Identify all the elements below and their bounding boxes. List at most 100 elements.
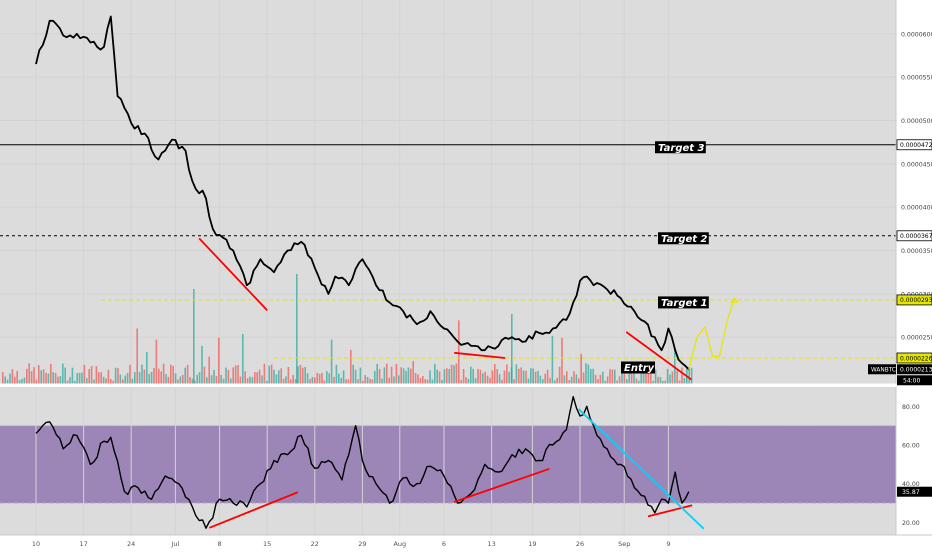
volume-bar [402,368,405,384]
volume-bar [659,377,662,384]
volume-bar [590,368,592,384]
volume-bar [378,369,381,384]
volume-bar [678,380,681,384]
time-axis-bg [0,535,932,550]
volume-bar [263,363,266,384]
volume-bar [251,377,254,384]
volume-bar [9,373,11,384]
volume-bar [544,373,546,384]
volume-bar [352,364,354,384]
volume-bar [323,380,326,384]
volume-bar [383,367,386,384]
volume-bar [266,380,268,384]
volume-bar [258,369,261,384]
volume-bar [273,369,275,384]
level-readout-bg [896,352,932,364]
volume-bar [93,379,95,384]
volume-bar [6,379,9,384]
volume-bar [592,368,594,384]
volume-bar [138,372,141,384]
volume-bar [563,375,566,384]
volume-bar [256,372,258,384]
volume-bar [198,372,201,384]
volume-bar [4,376,6,384]
volume-bar [642,364,645,384]
volume-bar [179,376,182,384]
rsi-axis[interactable]: 80.00 60.00 40.00 20.00 35.87 [895,387,932,535]
volume-bar [683,377,686,384]
volume-bar [554,380,556,384]
time-axis[interactable]: 10 17 24 Jul 8 15 22 29 Aug 6 13 19 26 Sep 9 [0,534,932,550]
volume-bar [172,366,174,384]
volume-bar [640,372,642,384]
time-tick-label: 17 [79,540,87,548]
volume-bar [386,363,388,384]
volume-bar [479,369,482,384]
volume-bar [494,363,496,384]
volume-bar [371,379,374,384]
volume-bar [38,365,40,384]
volume-bar [501,379,503,384]
rsi-tick-label: 80.00 [902,404,920,411]
volume-bar [23,377,26,384]
rsi-axis-bg [896,387,932,535]
level-readout-label: 0.0000472 [900,142,932,149]
volume-bar [426,379,429,384]
volume-bar [477,368,479,384]
volume-bar [275,374,278,384]
level-readout-bg [896,139,932,151]
volume-bar [623,365,626,384]
volume-bar [153,368,155,384]
volume-bar [534,371,537,384]
time-tick-label: 10 [32,540,40,548]
volume-bar [220,374,222,384]
time-tick-label: 24 [127,540,135,548]
volume-bar [83,364,86,384]
volume-bar [441,379,443,384]
volume-bar [419,378,422,384]
volume-bar [527,378,530,384]
volume-bar [292,375,294,384]
price-tick-label: 0.0000600 [901,31,932,38]
rsi-trendline [647,504,693,518]
volume-bar [136,328,138,384]
countdown-bg [897,375,932,386]
volume-bar [335,364,338,384]
level-readout-label: 0.0000367 [900,233,932,240]
volume-bar [304,366,306,384]
projection-path [688,298,735,370]
volume-bar [28,363,30,384]
volume-bar [587,364,590,384]
volume-bar [393,376,395,384]
rsi-grid [35,387,669,535]
volume-bar [345,379,347,384]
volume-bar [215,376,218,384]
volume-bar [342,370,345,384]
volume-bar [484,371,486,384]
price-axis[interactable]: 0.00006000.00005500.00005000.00004500.00… [868,0,932,386]
volume-bar [50,363,52,384]
time-tick-label: 29 [358,540,366,548]
volume-bar [311,376,314,384]
volume-bar [453,365,455,384]
volume-bar [522,370,525,384]
volume-bar [568,380,570,384]
volume-bar [282,378,285,384]
volume-bar [119,374,122,384]
price-trendline [625,331,693,381]
volume-bar [549,377,551,384]
volume-bar [482,373,484,384]
volume-bar [177,379,179,384]
volume-bar [669,374,671,384]
volume-bar [671,371,674,384]
volume-bar [193,289,195,384]
level-tag-label: Entry [624,363,655,374]
volume-bar [95,366,98,384]
volume-bar [47,373,50,384]
time-tick-label: 26 [576,540,584,548]
level-readout-bg [896,230,932,242]
volume-bar [688,367,690,384]
time-tick-label: 13 [487,540,495,548]
volume-bar [203,366,206,384]
volume-bar [213,369,215,384]
